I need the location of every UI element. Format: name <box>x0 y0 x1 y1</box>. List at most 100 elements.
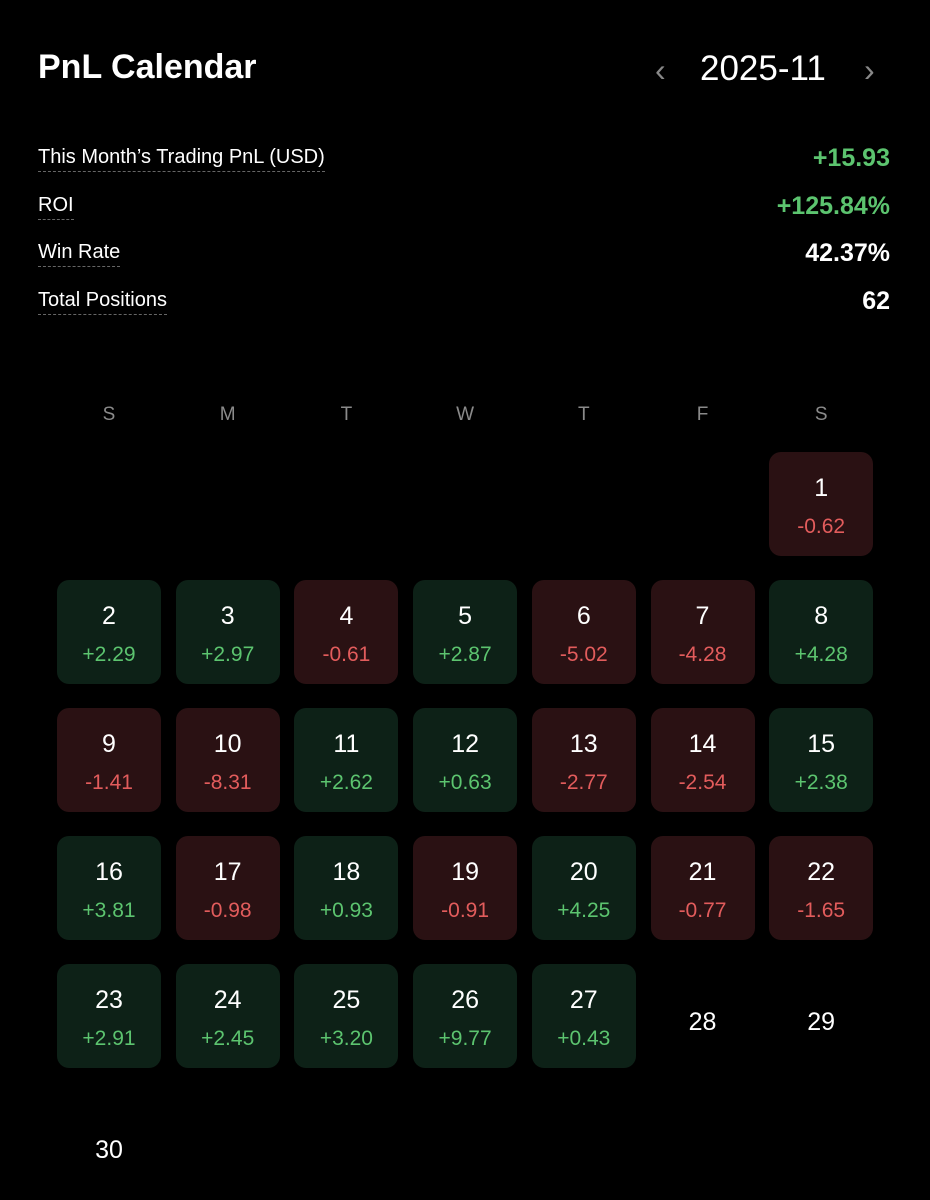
day-cell <box>175 580 280 684</box>
day-number: 27 <box>569 986 598 1014</box>
day-pnl: -2.77 <box>559 771 608 794</box>
day-pnl: -0.98 <box>203 899 252 922</box>
day-pnl: +2.97 <box>201 643 255 666</box>
day-number: 10 <box>213 730 242 758</box>
prev-month[interactable]: ‹ <box>655 52 666 88</box>
day-cell <box>413 964 518 1068</box>
day-pnl: +0.93 <box>319 899 373 922</box>
weekday: T <box>340 404 353 425</box>
day-cell <box>294 836 399 940</box>
stat-value: +125.84% <box>776 191 890 220</box>
day-pnl: +4.28 <box>794 643 848 666</box>
day-pnl: +2.91 <box>82 1027 136 1050</box>
day-number: 7 <box>695 602 710 630</box>
day-cell <box>57 580 161 684</box>
day-pnl: +0.43 <box>557 1027 611 1050</box>
day-pnl: -8.31 <box>203 771 252 794</box>
day-pnl: +3.20 <box>319 1027 373 1050</box>
day-number: 30 <box>95 1136 123 1164</box>
day-cell <box>650 836 755 940</box>
day-pnl: -0.62 <box>797 515 846 538</box>
day-cell <box>413 836 518 940</box>
stat-label: Win Rate <box>38 241 121 267</box>
weekday: W <box>456 404 475 425</box>
day-number: 11 <box>333 730 360 758</box>
day-pnl: +9.77 <box>438 1027 492 1050</box>
day-cell <box>57 836 161 940</box>
day-cell <box>650 580 755 684</box>
day-number: 15 <box>807 730 836 758</box>
day-cell <box>294 708 399 812</box>
day-number: 14 <box>688 730 717 758</box>
day-number: 20 <box>569 858 598 886</box>
day-number: 13 <box>569 730 598 758</box>
day-number: 8 <box>814 602 829 630</box>
day-number: 17 <box>213 858 242 886</box>
day-number: 22 <box>807 858 836 886</box>
day-number: 28 <box>688 1008 717 1036</box>
stat-value: 62 <box>862 286 890 315</box>
day-pnl: -1.41 <box>85 771 133 794</box>
day-number: 29 <box>807 1008 836 1036</box>
next-month[interactable]: › <box>864 52 875 88</box>
weekday: M <box>219 404 236 425</box>
day-pnl: +0.63 <box>438 771 492 794</box>
day-pnl: -4.28 <box>678 643 727 666</box>
day-number: 12 <box>451 730 479 758</box>
day-cell <box>175 708 280 812</box>
weekday: T <box>577 404 590 425</box>
day-pnl: +2.38 <box>794 771 848 794</box>
day-cell <box>531 964 636 1068</box>
day-number: 21 <box>688 858 717 886</box>
day-number: 1 <box>814 474 829 502</box>
day-cell <box>294 964 399 1068</box>
day-cell <box>531 708 636 812</box>
day-number: 4 <box>339 602 354 630</box>
weekday: F <box>696 404 709 425</box>
day-number: 2 <box>102 602 116 630</box>
day-number: 6 <box>576 602 591 630</box>
day-pnl: +2.45 <box>201 1027 255 1050</box>
day-pnl: -0.61 <box>322 643 371 666</box>
day-number: 3 <box>220 602 235 630</box>
stat-label: ROI <box>38 194 74 220</box>
day-cell <box>769 580 874 684</box>
day-pnl: +4.25 <box>557 899 611 922</box>
day-pnl: +2.29 <box>82 643 136 666</box>
day-pnl: -1.65 <box>797 899 846 922</box>
day-cell <box>531 580 636 684</box>
stat-label: This Month’s Trading PnL (USD) <box>38 146 325 172</box>
day-number: 25 <box>332 986 361 1014</box>
page-title: PnL Calendar <box>38 48 257 86</box>
stat-value: 42.37% <box>805 239 890 267</box>
day-pnl: +2.62 <box>319 771 373 794</box>
day-cell <box>294 580 399 684</box>
day-number: 5 <box>458 602 473 630</box>
day-number: 26 <box>451 986 479 1014</box>
day-pnl: -0.91 <box>441 899 490 922</box>
current-month: 2025-11 <box>700 49 826 88</box>
day-number: 23 <box>95 986 123 1014</box>
day-number: 16 <box>95 858 123 886</box>
weekday: S <box>102 404 116 425</box>
day-number: 24 <box>213 986 242 1014</box>
stat-label: Total Positions <box>38 289 167 315</box>
day-cell <box>175 836 280 940</box>
day-cell <box>769 708 874 812</box>
day-number: 19 <box>451 858 479 886</box>
day-number: 9 <box>102 730 116 758</box>
day-number: 18 <box>332 858 361 886</box>
day-pnl: -2.54 <box>678 771 727 794</box>
day-pnl: -0.77 <box>678 899 727 922</box>
day-cell <box>57 964 161 1068</box>
day-cell <box>769 836 874 940</box>
day-pnl: -5.02 <box>559 643 608 666</box>
day-cell <box>650 708 755 812</box>
weekday: S <box>814 404 828 425</box>
day-cell <box>57 708 161 812</box>
stat-value: +15.93 <box>812 144 890 172</box>
day-cell <box>531 836 636 940</box>
day-cell <box>413 580 518 684</box>
day-cell <box>175 964 280 1068</box>
